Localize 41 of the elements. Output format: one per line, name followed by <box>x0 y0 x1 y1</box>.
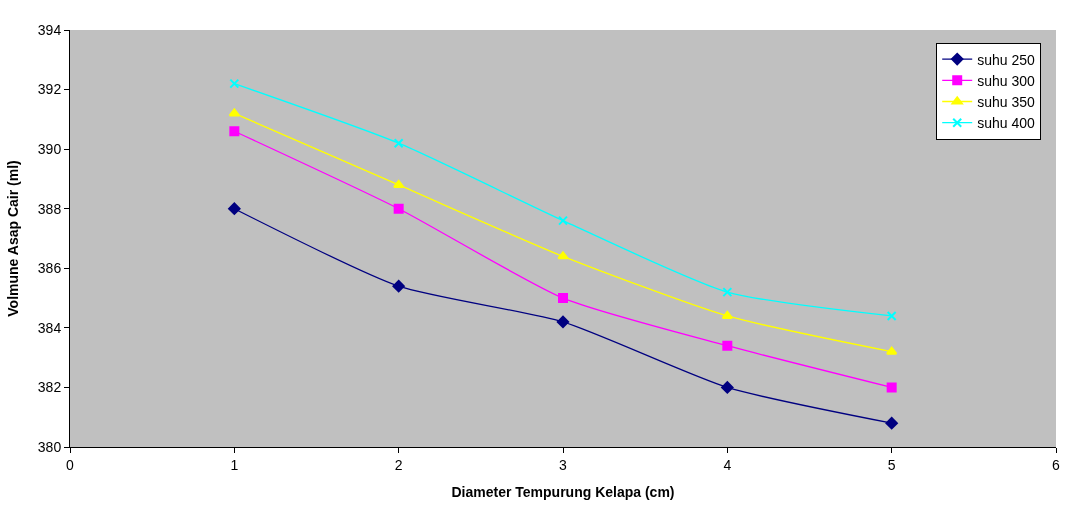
point <box>229 78 240 89</box>
x-tick-label: 5 <box>887 456 896 473</box>
point <box>886 346 898 355</box>
y-tick-label: 380 <box>37 438 62 455</box>
legend-label: suhu 400 <box>977 115 1036 132</box>
y-tick-label: 394 <box>37 21 62 38</box>
point <box>721 310 733 319</box>
x-axis-title: Diameter Tempurung Kelapa (cm) <box>451 484 675 501</box>
x-tick-label: 3 <box>559 456 568 473</box>
point <box>885 416 898 430</box>
point <box>556 315 570 329</box>
point <box>558 215 568 226</box>
y-tick-label: 384 <box>37 319 62 336</box>
point <box>558 293 568 304</box>
point <box>393 179 405 188</box>
point <box>721 381 734 394</box>
point <box>722 287 733 298</box>
point <box>722 340 733 351</box>
point <box>557 251 569 260</box>
point <box>886 382 897 393</box>
x-tick-label: 0 <box>66 456 75 473</box>
y-axis-title: Volmune Asap Cair (ml) <box>5 160 22 317</box>
point <box>229 126 240 137</box>
y-tick-label: 390 <box>37 141 62 158</box>
point <box>886 310 897 321</box>
point <box>393 138 404 149</box>
x-tick-label: 4 <box>723 456 732 473</box>
y-tick-label: 388 <box>37 200 62 217</box>
y-tick-label: 392 <box>37 81 62 98</box>
x-tick-label: 2 <box>394 456 403 473</box>
legend-label: suhu 250 <box>977 51 1036 68</box>
y-tick-label: 386 <box>37 260 62 277</box>
point <box>392 279 405 293</box>
point <box>393 203 404 214</box>
x-tick-label: 1 <box>230 456 239 473</box>
legend-label: suhu 300 <box>977 72 1036 89</box>
legend-label: suhu 350 <box>977 93 1036 110</box>
x-tick-label: 6 <box>1052 456 1061 473</box>
point <box>228 202 241 215</box>
y-tick-label: 382 <box>37 379 62 396</box>
point <box>228 108 240 117</box>
